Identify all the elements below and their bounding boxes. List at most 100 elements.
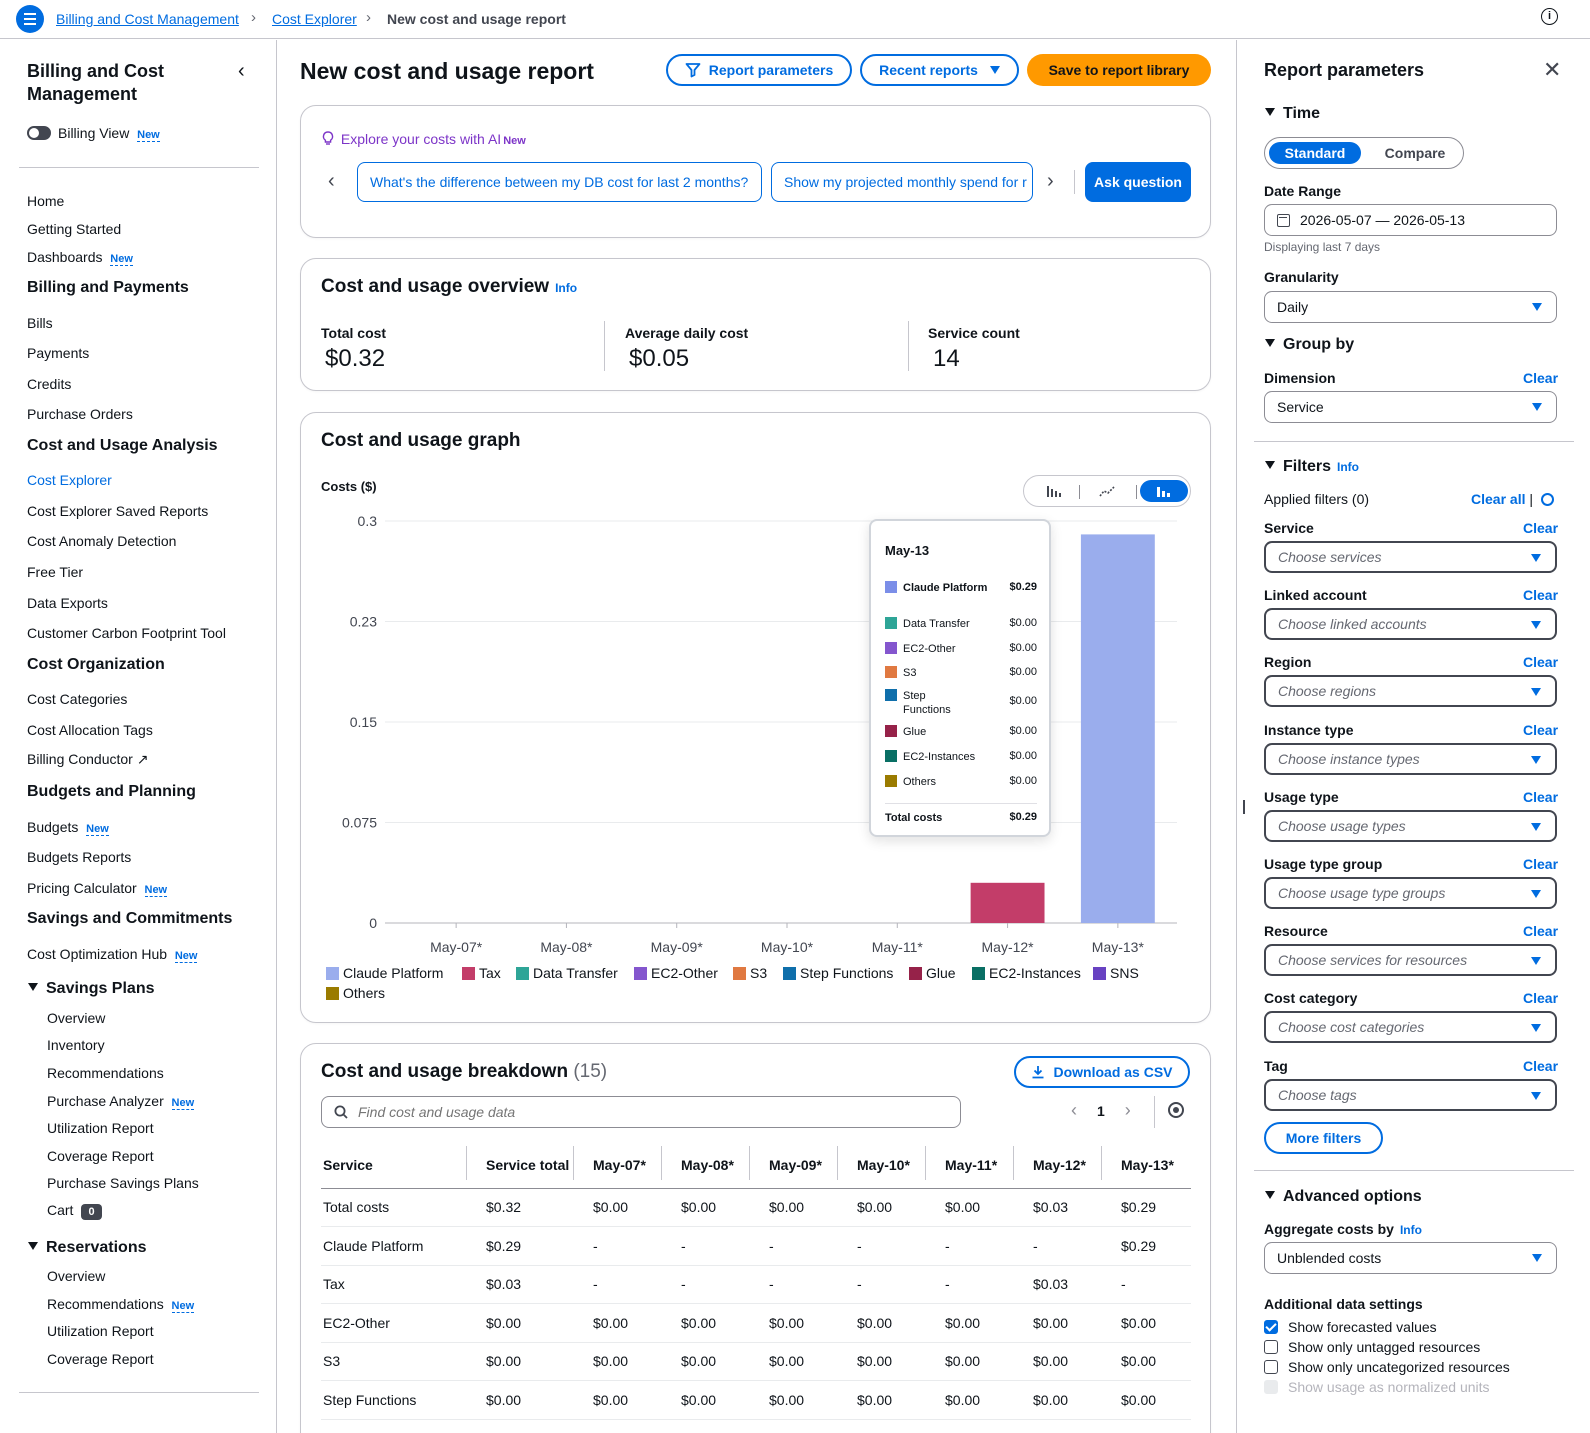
column-header[interactable]: May-13* xyxy=(1101,1144,1191,1188)
clear-filter-link[interactable]: Clear xyxy=(1523,1058,1559,1074)
group-by-section-toggle[interactable]: Group by xyxy=(1265,336,1354,354)
time-section-toggle[interactable]: Time xyxy=(1265,105,1320,123)
save-to-report-library-button[interactable]: Save to report library xyxy=(1027,54,1211,86)
filter-select[interactable]: Choose cost categories xyxy=(1264,1011,1557,1043)
column-header[interactable]: Service total xyxy=(466,1144,573,1188)
legend-item[interactable]: Step Functions xyxy=(783,965,893,981)
show-untagged-resources-checkbox[interactable]: Show only untagged resources xyxy=(1264,1339,1480,1355)
clear-filter-link[interactable]: Clear xyxy=(1523,789,1559,805)
legend-item[interactable]: Glue xyxy=(909,965,956,981)
gear-icon[interactable] xyxy=(1168,1102,1184,1118)
legend-item[interactable]: Data Transfer xyxy=(516,965,618,981)
clear-filter-link[interactable]: Clear xyxy=(1523,722,1559,738)
nav-carbon-footprint[interactable]: Customer Carbon Footprint Tool xyxy=(27,625,226,641)
show-uncategorized-resources-checkbox[interactable]: Show only uncategorized resources xyxy=(1264,1359,1510,1375)
search-input[interactable] xyxy=(358,1104,918,1120)
nav-free-tier[interactable]: Free Tier xyxy=(27,564,84,580)
nav-res-recommendations[interactable]: Recommendations New xyxy=(47,1296,195,1313)
nav-res-overview[interactable]: Overview xyxy=(47,1268,106,1284)
clear-filter-link[interactable]: Clear xyxy=(1523,856,1559,872)
legend-item[interactable]: Tax xyxy=(462,965,501,981)
info-icon[interactable]: i xyxy=(1541,8,1558,25)
column-header[interactable]: Service xyxy=(323,1157,373,1174)
advanced-options-section-toggle[interactable]: Advanced options xyxy=(1265,1188,1422,1206)
nav-cost-explorer-saved-reports[interactable]: Cost Explorer Saved Reports xyxy=(27,503,209,519)
info-link[interactable]: Info xyxy=(1399,1223,1422,1237)
stacked-bar-chart-option[interactable] xyxy=(1140,480,1188,502)
nav-sp-purchase[interactable]: Purchase Savings Plans xyxy=(47,1175,199,1191)
clear-filter-link[interactable]: Clear xyxy=(1523,587,1559,603)
nav-sp-coverage[interactable]: Coverage Report xyxy=(47,1148,154,1164)
line-chart-option[interactable] xyxy=(1083,480,1131,502)
nav-purchase-orders[interactable]: Purchase Orders xyxy=(27,406,133,422)
collapse-nav-icon[interactable]: ‹ xyxy=(238,60,245,82)
ask-question-button[interactable]: Ask question xyxy=(1085,162,1191,202)
nav-budgets-reports[interactable]: Budgets Reports xyxy=(27,849,132,865)
gear-icon[interactable] xyxy=(1540,493,1554,506)
legend-item[interactable]: EC2-Instances xyxy=(972,965,1081,981)
clear-dimension-link[interactable]: Clear xyxy=(1523,370,1559,386)
nav-billing-conductor[interactable]: Billing Conductor ↗ xyxy=(27,751,149,767)
chevron-right-icon[interactable]: › xyxy=(1047,170,1054,192)
filter-select[interactable]: Choose services xyxy=(1264,541,1557,573)
nav-sp-overview[interactable]: Overview xyxy=(47,1010,106,1026)
legend-item[interactable]: Claude Platform xyxy=(326,965,443,981)
info-link[interactable]: Info xyxy=(555,281,578,295)
clear-all-filters[interactable]: Clear all | xyxy=(1471,491,1554,507)
filter-select[interactable]: Choose tags xyxy=(1264,1079,1557,1111)
aggregate-costs-select[interactable]: Unblended costs xyxy=(1264,1242,1557,1274)
nav-sp-inventory[interactable]: Inventory xyxy=(47,1037,105,1053)
nav-pricing-calculator[interactable]: Pricing Calculator New xyxy=(27,880,168,897)
nav-sp-cart[interactable]: Cart 0 xyxy=(47,1202,102,1220)
bar-chart-option[interactable] xyxy=(1030,480,1078,502)
nav-payments[interactable]: Payments xyxy=(27,345,90,361)
breadcrumb-billing[interactable]: Billing and Cost Management xyxy=(56,11,239,27)
ai-suggestion-chip[interactable]: What's the difference between my DB cost… xyxy=(357,162,762,202)
nav-cost-optimization-hub[interactable]: Cost Optimization Hub New xyxy=(27,946,198,963)
filter-select[interactable]: Choose services for resources xyxy=(1264,944,1557,976)
more-filters-button[interactable]: More filters xyxy=(1264,1122,1383,1154)
nav-dashboards[interactable]: Dashboards New xyxy=(27,249,133,266)
column-header[interactable]: May-08* xyxy=(661,1144,749,1188)
nav-cost-explorer[interactable]: Cost Explorer xyxy=(27,472,112,488)
compare-option[interactable]: Compare xyxy=(1384,145,1446,161)
nav-cost-categories[interactable]: Cost Categories xyxy=(27,691,128,707)
nav-sp-purchase-analyzer[interactable]: Purchase Analyzer New xyxy=(47,1093,195,1110)
nav-res-coverage[interactable]: Coverage Report xyxy=(47,1351,154,1367)
nav-credits[interactable]: Credits xyxy=(27,376,72,392)
panel-resize-handle[interactable] xyxy=(1243,800,1245,814)
nav-group-reservations[interactable]: Reservations xyxy=(28,1239,147,1257)
column-header[interactable]: May-07* xyxy=(573,1144,661,1188)
show-forecasted-values-checkbox[interactable]: Show forecasted values xyxy=(1264,1319,1437,1335)
column-header[interactable]: May-12* xyxy=(1013,1144,1101,1188)
nav-sp-recommendations[interactable]: Recommendations xyxy=(47,1065,164,1081)
chevron-left-icon[interactable]: ‹ xyxy=(1071,1100,1077,1120)
clear-filter-link[interactable]: Clear xyxy=(1523,654,1559,670)
nav-bills[interactable]: Bills xyxy=(27,315,53,331)
menu-icon[interactable] xyxy=(16,5,44,33)
nav-data-exports[interactable]: Data Exports xyxy=(27,595,108,611)
nav-home[interactable]: Home xyxy=(27,193,65,209)
chevron-right-icon[interactable]: › xyxy=(1124,1100,1131,1120)
nav-budgets[interactable]: Budgets New xyxy=(27,819,109,836)
nav-sp-utilization[interactable]: Utilization Report xyxy=(47,1120,154,1136)
filters-section-toggle[interactable]: Filters Info xyxy=(1265,458,1359,476)
nav-cost-allocation-tags[interactable]: Cost Allocation Tags xyxy=(27,722,153,738)
column-header[interactable]: May-10* xyxy=(837,1144,925,1188)
ai-suggestion-chip[interactable]: Show my projected monthly spend for r xyxy=(771,162,1033,202)
recent-reports-button[interactable]: Recent reports xyxy=(860,54,1019,86)
download-csv-button[interactable]: Download as CSV xyxy=(1014,1056,1190,1088)
filter-select[interactable]: Choose regions xyxy=(1264,675,1557,707)
nav-group-savings-plans[interactable]: Savings Plans xyxy=(28,980,155,998)
nav-getting-started[interactable]: Getting Started xyxy=(27,221,122,237)
page-number[interactable]: 1 xyxy=(1097,1102,1105,1119)
clear-filter-link[interactable]: Clear xyxy=(1523,923,1559,939)
standard-option[interactable]: Standard xyxy=(1269,142,1361,164)
filter-select[interactable]: Choose usage types xyxy=(1264,810,1557,842)
close-icon[interactable]: ✕ xyxy=(1543,57,1562,82)
column-header[interactable]: May-11* xyxy=(925,1144,1013,1188)
nav-res-utilization[interactable]: Utilization Report xyxy=(47,1323,154,1339)
clear-filter-link[interactable]: Clear xyxy=(1523,990,1559,1006)
nav-cost-anomaly-detection[interactable]: Cost Anomaly Detection xyxy=(27,533,177,549)
filter-select[interactable]: Choose instance types xyxy=(1264,743,1557,775)
